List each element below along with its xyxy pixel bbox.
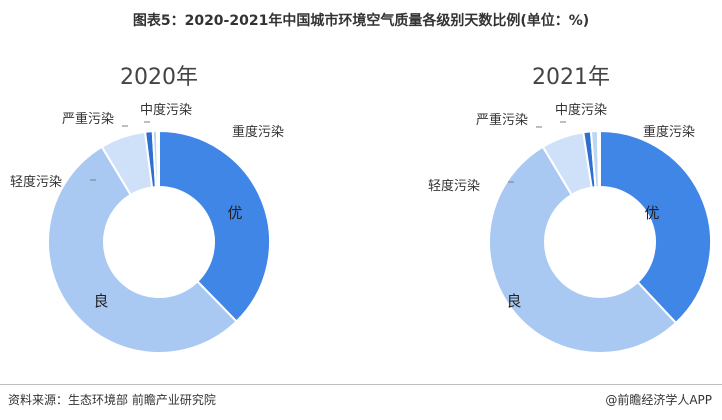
slice-label: 重度污染 [232, 124, 284, 140]
slice-label: 轻度污染 [428, 178, 480, 194]
slice-label: 中度污染 [140, 102, 192, 118]
footer-divider [0, 384, 722, 385]
donut-slice [596, 129, 601, 189]
footer-source: 资料来源：生态环境部 前瞻产业研究院 [8, 393, 216, 407]
chart-title: 2021年 [532, 65, 610, 90]
chart-title: 2020年 [120, 65, 198, 90]
donut-slice [158, 129, 271, 323]
slice-label: 严重污染 [476, 112, 528, 128]
slice-label: 良 [506, 292, 521, 310]
slice-label: 优 [227, 204, 242, 222]
slice-label: 严重污染 [62, 111, 114, 127]
donut-slice [488, 145, 678, 354]
donut-slice [155, 129, 160, 189]
slice-label: 良 [93, 292, 108, 310]
footer-credit: @前瞻经济学人APP [605, 393, 712, 407]
donut-slice [599, 129, 712, 325]
donut-slice [47, 145, 238, 354]
slice-label: 重度污染 [643, 124, 695, 140]
slice-label: 优 [644, 204, 659, 222]
slice-label: 轻度污染 [10, 174, 62, 190]
page-title: 图表5：2020-2021年中国城市环境空气质量各级别天数比例(单位：%) [132, 13, 590, 29]
slice-label: 中度污染 [555, 102, 607, 118]
